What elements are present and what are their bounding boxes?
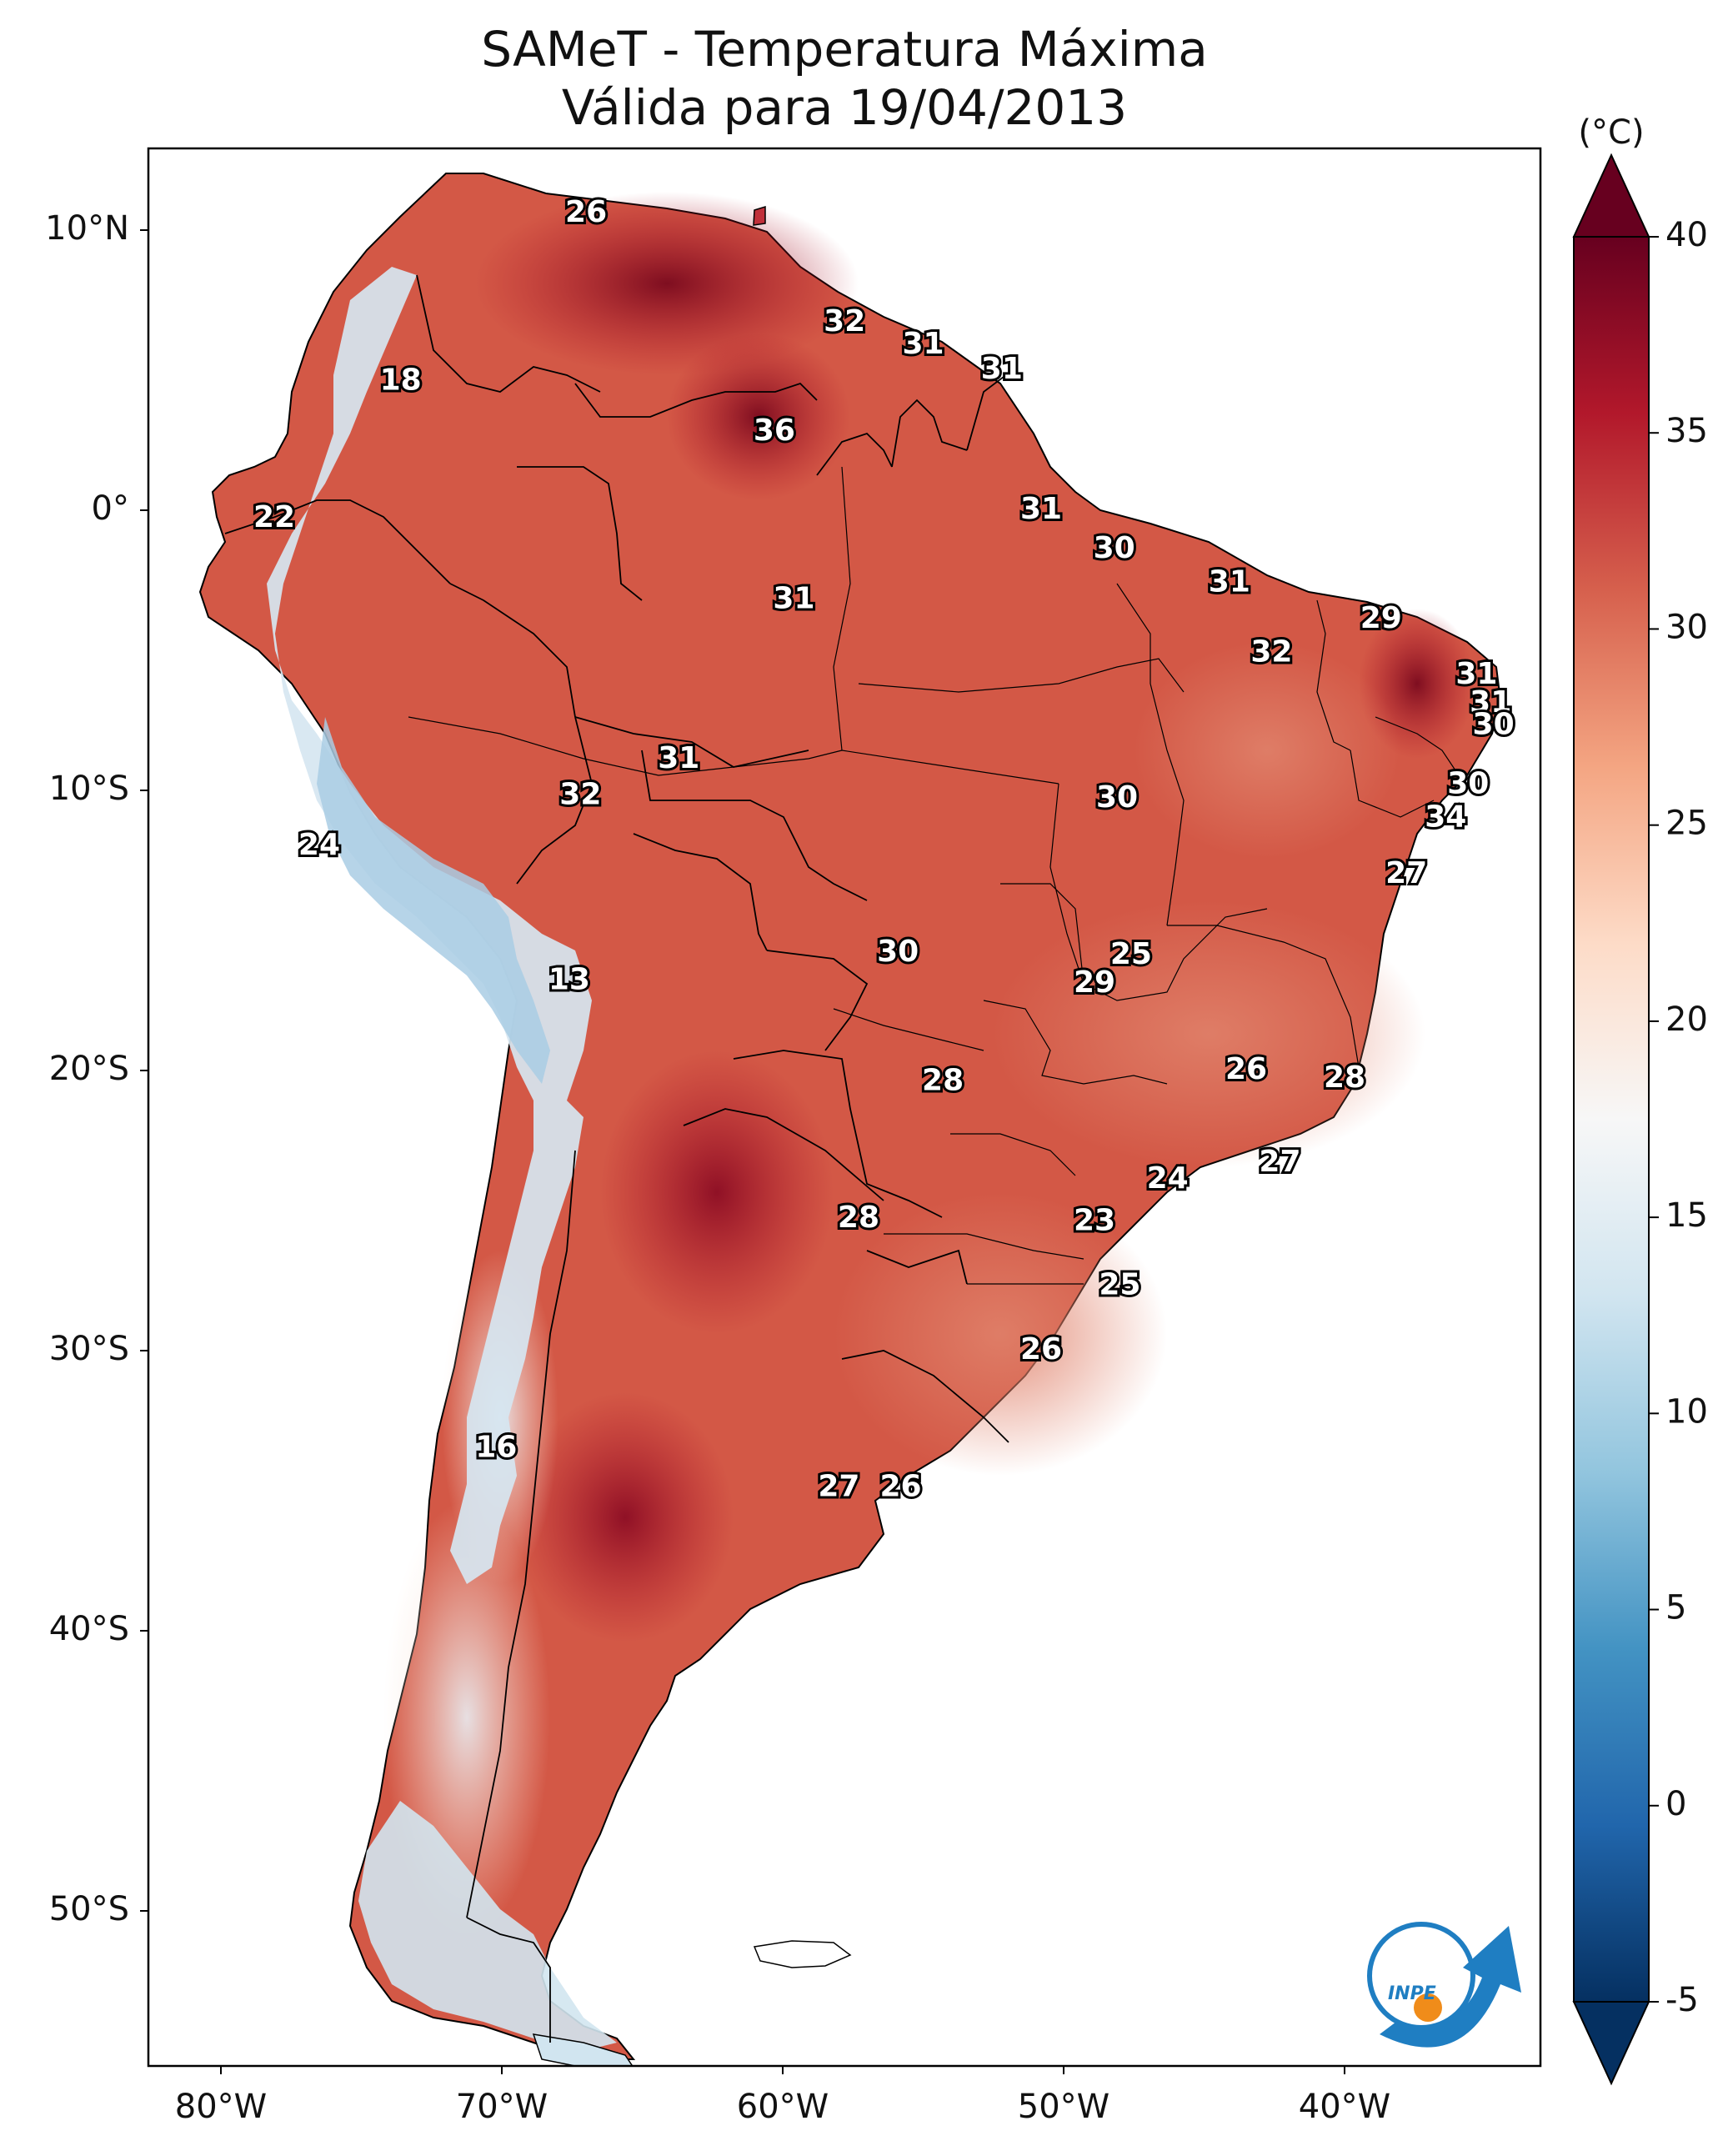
temperature-point-label: 16 xyxy=(475,1431,517,1465)
temperature-point-label: 30 xyxy=(1447,766,1489,800)
temperature-point-label: 25 xyxy=(1099,1268,1140,1302)
plot-border xyxy=(147,147,1542,2068)
temperature-point-label: 29 xyxy=(1074,965,1115,1000)
lat-tick-label: 10°N xyxy=(45,209,129,248)
hot-zone-chaco xyxy=(600,1050,834,1334)
colorbar-tick-label: 15 xyxy=(1665,1196,1708,1235)
temperature-point-label: 24 xyxy=(1147,1161,1189,1196)
lat-tick-label: 20°S xyxy=(49,1050,129,1088)
colorbar-gradient xyxy=(1573,236,1650,2003)
colorbar-tick-label: 0 xyxy=(1665,1785,1686,1823)
lat-tick-label: 40°S xyxy=(49,1610,129,1648)
hot-zone-venezuela xyxy=(475,192,859,375)
temperature-point-label: 31 xyxy=(773,582,814,616)
temperature-point-label: 26 xyxy=(1225,1052,1267,1086)
state-borders xyxy=(408,466,1460,1285)
colorbar-tick-label: 25 xyxy=(1665,805,1708,843)
temperature-point-label: 24 xyxy=(298,828,340,862)
warm-zone-south-brazil xyxy=(834,1192,1167,1476)
temperature-point-label: 31 xyxy=(1020,492,1062,526)
map-title: SAMeT - Temperatura Máxima Válida para 1… xyxy=(148,20,1540,137)
colorbar-tick-label: 40 xyxy=(1665,216,1708,254)
temperature-point-label: 32 xyxy=(559,778,601,812)
colorbar-max-extend-arrow xyxy=(1572,153,1650,238)
lat-tick-label: 30°S xyxy=(49,1330,129,1368)
colorbar-ticks: 40 35 30 25 20 15 10 5 0 -5 xyxy=(1649,216,1708,2019)
colorbar-tick-label: 30 xyxy=(1665,608,1708,646)
warm-zone-southeast xyxy=(992,900,1425,1167)
colorbar-tick-label: -5 xyxy=(1665,1981,1699,2019)
temperature-point-label: 30 xyxy=(1096,780,1138,815)
temperature-point-label: 27 xyxy=(1385,856,1427,890)
temperature-point-label: 23 xyxy=(1074,1203,1115,1237)
temperature-point-label: 30 xyxy=(1094,531,1135,565)
temperature-point-label: 26 xyxy=(565,195,607,229)
temperature-point-label: 25 xyxy=(1110,937,1152,971)
lon-tick-label: 60°W xyxy=(737,2088,829,2126)
temperature-point-label: 13 xyxy=(548,962,590,996)
colorbar-tick-label: 20 xyxy=(1665,1000,1708,1039)
inpe-logo: INPE xyxy=(1367,1922,1521,2048)
lat-tick-label: 10°S xyxy=(49,770,129,808)
colorbar-tick-label: 5 xyxy=(1665,1589,1686,1627)
colorbar-min-extend-arrow xyxy=(1572,2001,1650,2086)
temperature-point-label: 34 xyxy=(1425,800,1466,835)
lat-tick-label: 0° xyxy=(92,489,129,528)
colorbar: (°C) 40 35 30 25 20 15 10 5 0 -5 xyxy=(1572,113,1708,2086)
temperature-point-label: 28 xyxy=(1324,1060,1365,1095)
temperature-point-label: 22 xyxy=(253,500,295,534)
hot-zone-roraima xyxy=(667,333,850,500)
temperature-point-label: 36 xyxy=(754,414,795,448)
inpe-orbit-dot-icon xyxy=(1414,1993,1442,2022)
trinidad-island xyxy=(753,205,766,226)
temperature-point-label: 30 xyxy=(877,935,919,969)
temperature-point-label: 28 xyxy=(838,1201,879,1235)
temperature-point-label: 26 xyxy=(1020,1332,1062,1366)
lon-tick-label: 40°W xyxy=(1299,2088,1390,2126)
temperature-point-label: 31 xyxy=(658,741,699,775)
temperature-point-label: 30 xyxy=(1473,708,1515,742)
temperature-point-label: 31 xyxy=(902,327,944,361)
country-borders xyxy=(224,274,1018,2043)
map-title-line-1: SAMeT - Temperatura Máxima xyxy=(481,21,1208,78)
lon-tick-label: 70°W xyxy=(456,2088,548,2126)
temperature-point-label: 26 xyxy=(879,1470,921,1504)
temperature-point-label: 27 xyxy=(1259,1145,1300,1179)
temperature-point-label: 32 xyxy=(1250,634,1292,669)
temperature-point-label: 32 xyxy=(824,304,865,338)
temperature-point-label: 27 xyxy=(818,1470,859,1504)
lat-tick-label: 50°S xyxy=(49,1890,129,1928)
patagonia-cold xyxy=(358,1801,617,2051)
temperature-point-label: 31 xyxy=(1470,685,1511,720)
temperature-point-label: 31 xyxy=(1455,657,1497,691)
inpe-arrow-icon xyxy=(1380,1926,1521,2048)
temperature-point-label: 31 xyxy=(981,352,1023,386)
temperature-point-label: 29 xyxy=(1360,601,1402,635)
temperature-point-label: 31 xyxy=(1209,564,1250,599)
axis-ticks: 10°N 0° 10°S 20°S 30°S 40°S 50°S 80°W 70°W 60°W 50… xyxy=(45,209,1390,2126)
lon-tick-label: 80°W xyxy=(175,2088,267,2126)
inpe-logo-text: INPE xyxy=(1388,1983,1436,2004)
colorbar-tick-label: 10 xyxy=(1665,1392,1708,1431)
temperature-point-label: 28 xyxy=(922,1063,964,1097)
colorbar-tick-label: 35 xyxy=(1665,412,1708,450)
lon-tick-label: 50°W xyxy=(1018,2088,1109,2126)
warm-zone-bahia xyxy=(1134,642,1400,859)
colorbar-unit-label: (°C) xyxy=(1578,113,1644,152)
temperature-point-label: 18 xyxy=(380,363,422,397)
falkland-islands xyxy=(753,1940,852,1968)
andes-cold-core xyxy=(317,717,550,1084)
tierra-del-fuego xyxy=(532,2033,634,2066)
map-title-line-2: Válida para 19/04/2013 xyxy=(561,79,1128,136)
hot-zone-pampas xyxy=(517,1392,734,1642)
